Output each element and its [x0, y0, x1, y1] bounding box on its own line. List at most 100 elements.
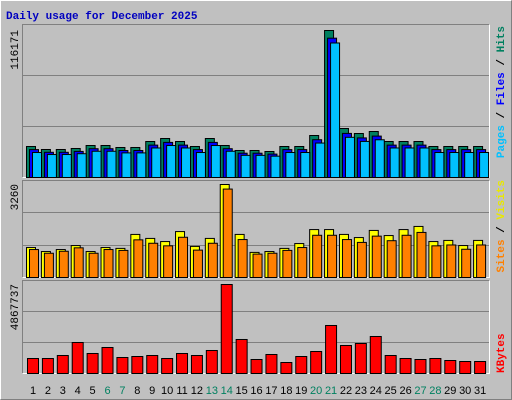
bar: [270, 155, 281, 179]
legend-entry: Visits: [496, 180, 508, 220]
bar: [401, 234, 412, 279]
bar: [106, 150, 117, 179]
legend-entry: KBytes: [496, 333, 508, 373]
bar: [371, 235, 382, 278]
bar: [459, 360, 472, 375]
x-tick-label: 26: [399, 385, 411, 397]
legend-entry: Hits: [496, 26, 508, 52]
bar: [176, 352, 189, 374]
bar: [220, 284, 233, 374]
bar: [416, 231, 427, 278]
x-tick-label: 1: [30, 385, 36, 397]
x-tick-label: 12: [191, 385, 203, 397]
plot-border-dark: [22, 24, 490, 178]
bar: [300, 152, 311, 178]
bar: [354, 342, 367, 374]
legend-entry: Sites: [496, 239, 508, 272]
chart-title: Daily usage for December 2025: [6, 11, 198, 23]
y-tick-label: 3260: [10, 184, 22, 210]
x-tick-label: 23: [355, 385, 367, 397]
x-tick-label: 11: [176, 385, 187, 397]
bar: [476, 244, 487, 279]
bar: [479, 152, 490, 178]
bar: [285, 152, 296, 178]
bar: [237, 239, 248, 279]
x-tick-label: 6: [104, 385, 110, 397]
bar: [27, 357, 39, 374]
bar: [86, 352, 99, 374]
bar: [32, 152, 42, 178]
bar: [166, 145, 177, 178]
bar: [58, 250, 69, 279]
bar: [414, 358, 427, 375]
bar: [404, 147, 415, 178]
bar: [282, 249, 293, 278]
bar: [325, 324, 338, 374]
bar: [235, 338, 248, 374]
y-tick-label: 4867737: [10, 284, 22, 330]
x-tick-label: 31: [474, 385, 486, 397]
bar: [341, 239, 352, 279]
x-tick-label: 30: [459, 385, 471, 397]
bar: [121, 152, 132, 179]
bar: [474, 360, 487, 375]
bar: [327, 234, 338, 279]
legend: KBytes: [496, 333, 508, 373]
bar: [131, 355, 144, 375]
bar: [190, 354, 203, 375]
bar: [431, 245, 442, 278]
bar: [148, 242, 159, 279]
bar: [116, 356, 129, 374]
bar: [295, 355, 308, 375]
legend: Pages / Files / Hits: [496, 26, 508, 158]
x-tick-label: 28: [429, 385, 441, 397]
y-tick-label: 116171: [10, 30, 22, 70]
x-tick-label: 18: [280, 385, 292, 397]
x-tick-label: 22: [340, 385, 352, 397]
x-tick-label: 20: [310, 385, 322, 397]
bar: [374, 139, 385, 179]
bar: [312, 234, 323, 279]
bar: [46, 154, 57, 179]
x-tick-label: 19: [295, 385, 307, 397]
x-tick-label: 29: [444, 385, 456, 397]
bar: [461, 248, 472, 279]
bar: [310, 350, 323, 375]
x-tick-label: 16: [250, 385, 262, 397]
bar: [344, 136, 355, 178]
bar: [464, 152, 475, 178]
bar: [280, 361, 293, 374]
x-tick-label: 3: [60, 385, 66, 397]
bar: [225, 150, 236, 179]
plot-area: [22, 280, 490, 374]
bar: [178, 236, 189, 279]
bar: [267, 252, 278, 279]
bar: [73, 247, 84, 278]
bar: [133, 239, 144, 278]
bar: [161, 357, 174, 374]
legend: Sites / Visits: [496, 180, 508, 272]
bar: [41, 357, 54, 374]
bar: [446, 244, 457, 279]
bar: [88, 252, 99, 279]
bar: [205, 349, 218, 375]
legend-entry: Pages: [496, 125, 508, 158]
legend-separator: /: [496, 105, 508, 125]
x-tick-label: 13: [206, 385, 218, 397]
bar: [207, 242, 218, 279]
x-tick-label: 9: [149, 385, 155, 397]
bar: [419, 147, 430, 178]
bar: [71, 341, 84, 375]
bar: [449, 152, 460, 178]
bar: [399, 357, 412, 374]
bar: [386, 240, 397, 278]
bar: [240, 154, 251, 179]
x-tick-label: 17: [265, 385, 277, 397]
x-tick-label: 10: [161, 385, 173, 397]
x-tick-label: 14: [221, 385, 233, 397]
x-tick-label: 7: [119, 385, 125, 397]
bar: [222, 188, 233, 279]
bar: [56, 354, 69, 375]
bar: [151, 147, 162, 178]
